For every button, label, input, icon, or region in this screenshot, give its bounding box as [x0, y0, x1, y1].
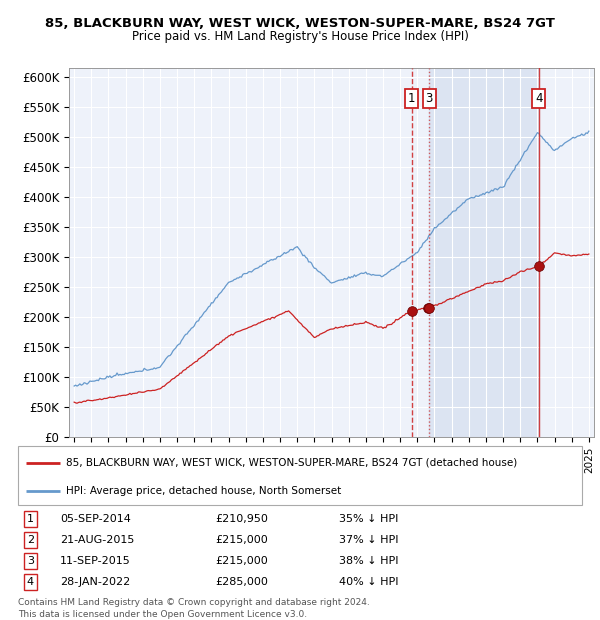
Text: 3: 3	[425, 92, 433, 105]
Text: Price paid vs. HM Land Registry's House Price Index (HPI): Price paid vs. HM Land Registry's House …	[131, 30, 469, 43]
Text: Contains HM Land Registry data © Crown copyright and database right 2024.
This d: Contains HM Land Registry data © Crown c…	[18, 598, 370, 619]
Text: 4: 4	[535, 92, 542, 105]
Text: 4: 4	[27, 577, 34, 587]
Text: 40% ↓ HPI: 40% ↓ HPI	[340, 577, 399, 587]
Text: 85, BLACKBURN WAY, WEST WICK, WESTON-SUPER-MARE, BS24 7GT: 85, BLACKBURN WAY, WEST WICK, WESTON-SUP…	[45, 17, 555, 30]
Text: 37% ↓ HPI: 37% ↓ HPI	[340, 535, 399, 545]
Text: 05-SEP-2014: 05-SEP-2014	[60, 514, 131, 524]
Text: 85, BLACKBURN WAY, WEST WICK, WESTON-SUPER-MARE, BS24 7GT (detached house): 85, BLACKBURN WAY, WEST WICK, WESTON-SUP…	[66, 458, 517, 468]
Text: £285,000: £285,000	[215, 577, 268, 587]
Text: £210,950: £210,950	[215, 514, 268, 524]
Text: 28-JAN-2022: 28-JAN-2022	[60, 577, 131, 587]
Text: 38% ↓ HPI: 38% ↓ HPI	[340, 556, 399, 565]
Text: 35% ↓ HPI: 35% ↓ HPI	[340, 514, 399, 524]
Text: £215,000: £215,000	[215, 535, 268, 545]
Text: HPI: Average price, detached house, North Somerset: HPI: Average price, detached house, Nort…	[66, 485, 341, 495]
Text: 2: 2	[27, 535, 34, 545]
Text: 21-AUG-2015: 21-AUG-2015	[60, 535, 134, 545]
Text: £215,000: £215,000	[215, 556, 268, 565]
Text: 3: 3	[27, 556, 34, 565]
Text: 1: 1	[27, 514, 34, 524]
Text: 11-SEP-2015: 11-SEP-2015	[60, 556, 131, 565]
Text: 1: 1	[408, 92, 416, 105]
Bar	[429, 68, 539, 437]
